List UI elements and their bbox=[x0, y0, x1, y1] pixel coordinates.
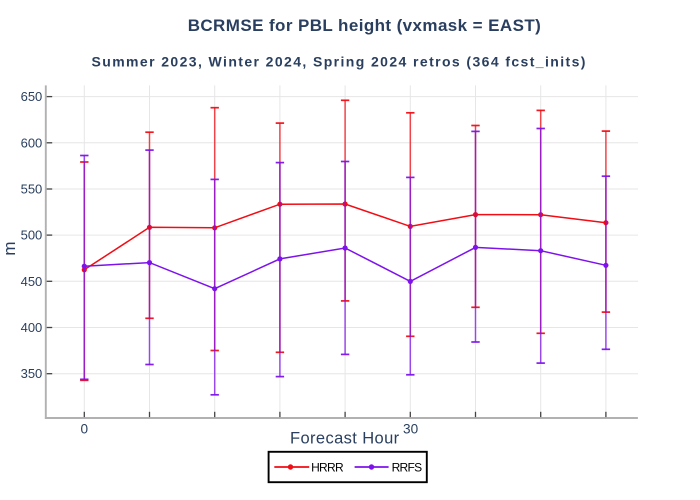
svg-text:RRFS: RRFS bbox=[392, 461, 423, 475]
svg-text:450: 450 bbox=[21, 274, 43, 289]
svg-text:600: 600 bbox=[21, 135, 43, 150]
svg-text:550: 550 bbox=[21, 182, 43, 197]
svg-text:400: 400 bbox=[21, 320, 43, 335]
svg-text:0: 0 bbox=[81, 421, 89, 436]
svg-text:30: 30 bbox=[403, 421, 419, 436]
svg-text:Summer 2023, Winter 2024, Spri: Summer 2023, Winter 2024, Spring 2024 re… bbox=[92, 54, 587, 70]
svg-text:500: 500 bbox=[21, 228, 43, 243]
svg-text:650: 650 bbox=[21, 89, 43, 104]
svg-text:HRRR: HRRR bbox=[311, 461, 344, 475]
svg-text:BCRMSE for PBL height (vxmask: BCRMSE for PBL height (vxmask = EAST) bbox=[188, 16, 542, 35]
svg-text:m: m bbox=[0, 241, 19, 255]
svg-text:350: 350 bbox=[21, 366, 43, 381]
svg-text:Forecast Hour: Forecast Hour bbox=[290, 430, 400, 448]
